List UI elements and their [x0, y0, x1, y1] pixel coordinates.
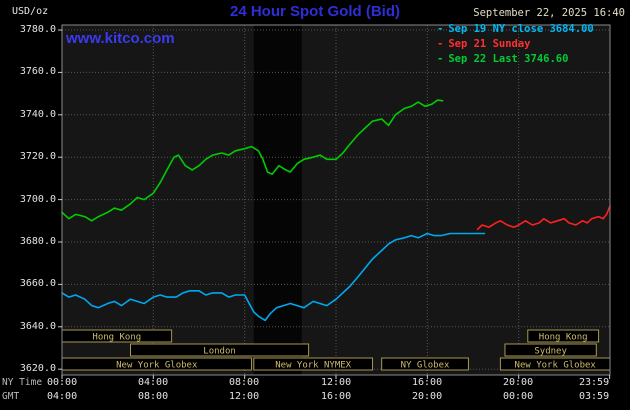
x-axis-ny-tick-label: 23:59	[579, 377, 610, 388]
y-axis-tick-label: 3620.0	[19, 363, 56, 374]
y-axis-tick-label: 3780.0	[19, 24, 56, 35]
price-line	[61, 99, 444, 222]
session-label: London	[203, 347, 236, 357]
session-label: New York Globex	[116, 361, 198, 371]
x-axis-ny-tick-label: 12:00	[321, 377, 352, 388]
y-axis-units-label: USD/oz	[12, 6, 49, 17]
x-axis-gmt-tick-label: 20:00	[412, 391, 443, 402]
x-axis-gmt-tick-label: 04:00	[47, 391, 78, 402]
y-axis-tick-label: 3660.0	[19, 278, 56, 289]
legend-item: - Sep 19 NY close 3684.00	[437, 22, 594, 37]
legend-label: Sep 22 Last 3746.60	[448, 53, 569, 65]
x-axis-ny-tick-label: 04:00	[138, 377, 169, 388]
legend-label: Sep 19 NY close 3684.00	[448, 23, 594, 35]
session-label: New York NYMEX	[275, 361, 351, 371]
x-axis-ny-tick-label: 20:00	[503, 377, 534, 388]
price-line	[476, 205, 611, 231]
legend-dash-icon: -	[437, 38, 444, 50]
session-label: New York Globex	[515, 361, 597, 371]
session-label: Sydney	[534, 347, 567, 357]
x-axis-gmt-tick-label: 16:00	[321, 391, 352, 402]
legend-dash-icon: -	[437, 23, 444, 35]
gmt-axis-caption: GMT	[2, 391, 20, 402]
legend-item: - Sep 21 Sunday	[437, 37, 594, 52]
kitco-watermark-link[interactable]: www.kitco.com	[66, 30, 175, 47]
x-axis-ny-tick-label: 00:00	[47, 377, 78, 388]
session-label: Hong Kong	[539, 333, 588, 343]
x-axis-gmt-tick-label: 08:00	[138, 391, 169, 402]
ny-time-axis-caption: NY Time	[2, 377, 43, 388]
x-axis-ny-tick-label: 16:00	[412, 377, 443, 388]
y-axis-tick-label: 3740.0	[19, 109, 56, 120]
x-axis-gmt-tick-label: 00:00	[503, 391, 534, 402]
session-label: Hong Kong	[92, 333, 141, 343]
price-line	[61, 232, 486, 322]
datetime-label: September 22, 2025 16:40	[473, 7, 625, 19]
session-label: NY Globex	[401, 361, 450, 371]
y-axis-tick-label: 3700.0	[19, 194, 56, 205]
session-box	[253, 357, 374, 371]
session-box	[527, 329, 600, 343]
x-axis-ny-tick-label: 08:00	[229, 377, 260, 388]
y-axis-tick-label: 3760.0	[19, 66, 56, 77]
x-axis-gmt-tick-label: 03:59	[579, 391, 610, 402]
legend-dash-icon: -	[437, 53, 444, 65]
page-title: 24 Hour Spot Gold (Bid)	[230, 3, 400, 20]
x-axis-gmt-tick-label: 12:00	[229, 391, 260, 402]
legend-item: - Sep 22 Last 3746.60	[437, 52, 594, 67]
y-axis-tick-label: 3640.0	[19, 321, 56, 332]
session-box	[130, 343, 310, 357]
y-axis-tick-label: 3720.0	[19, 151, 56, 162]
session-box	[504, 343, 597, 357]
session-box	[381, 357, 469, 371]
chart-legend: - Sep 19 NY close 3684.00- Sep 21 Sunday - S…	[437, 22, 594, 67]
y-axis-tick-label: 3680.0	[19, 236, 56, 247]
legend-label: Sep 21 Sunday	[448, 38, 531, 50]
